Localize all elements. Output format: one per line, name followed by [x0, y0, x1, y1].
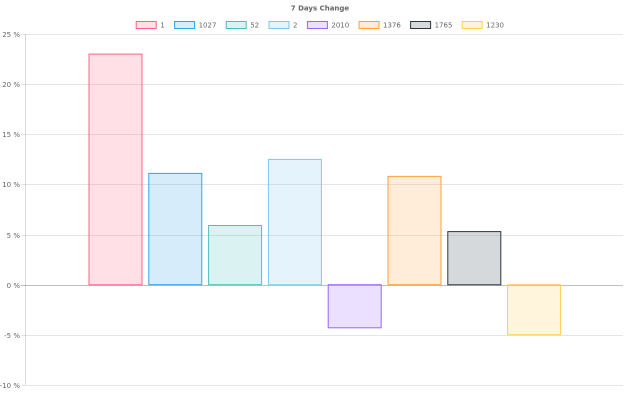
legend: 1 1027 52 2 2010 1376 1765 1230 [135, 21, 504, 30]
legend-item-1765[interactable]: 1765 [410, 21, 453, 30]
legend-label: 2010 [331, 22, 349, 30]
y-tick-label: 25 % [2, 31, 20, 39]
legend-label: 52 [250, 22, 259, 30]
y-tick-label: -10 % [0, 382, 20, 390]
legend-swatch [410, 21, 432, 29]
bar-2[interactable] [267, 158, 322, 286]
y-tick-label: 15 % [2, 131, 20, 139]
legend-swatch [225, 21, 247, 29]
legend-swatch [306, 21, 328, 29]
y-tick-label: -5 % [4, 332, 20, 340]
legend-swatch [135, 21, 157, 29]
legend-item-2[interactable]: 2 [268, 21, 297, 30]
legend-item-1[interactable]: 1 [135, 21, 165, 30]
legend-label: 1376 [383, 22, 401, 30]
legend-label: 1 [160, 22, 164, 30]
chart-title: 7 Days Change [291, 5, 350, 13]
bars [88, 53, 562, 336]
y-axis: -10 % -5 % 0 % 5 % 10 % 15 % 20 % 25 % [0, 31, 20, 390]
bar-1[interactable] [88, 53, 143, 286]
y-tick-label: 20 % [2, 81, 20, 89]
legend-swatch [268, 21, 290, 29]
legend-label: 1230 [486, 22, 504, 30]
bar-2010[interactable] [327, 284, 382, 329]
legend-label: 1765 [435, 22, 453, 30]
y-tick-label: 0 % [7, 282, 21, 290]
legend-swatch [174, 21, 196, 29]
legend-label: 2 [293, 22, 297, 30]
legend-item-2010[interactable]: 2010 [306, 21, 349, 30]
bar-52[interactable] [208, 225, 263, 286]
bar-1376[interactable] [387, 175, 442, 286]
grid-lines [21, 34, 623, 386]
bar-1027[interactable] [148, 172, 203, 286]
legend-label: 1027 [199, 22, 217, 30]
legend-item-1376[interactable]: 1376 [358, 21, 401, 30]
bar-1230[interactable] [507, 284, 562, 336]
bar-1765[interactable] [447, 231, 502, 286]
legend-swatch [461, 21, 483, 29]
legend-swatch [358, 21, 380, 29]
legend-item-52[interactable]: 52 [225, 21, 259, 30]
legend-item-1230[interactable]: 1230 [461, 21, 504, 30]
legend-item-1027[interactable]: 1027 [174, 21, 217, 30]
y-tick-label: 10 % [2, 181, 20, 189]
y-tick-label: 5 % [7, 232, 21, 240]
